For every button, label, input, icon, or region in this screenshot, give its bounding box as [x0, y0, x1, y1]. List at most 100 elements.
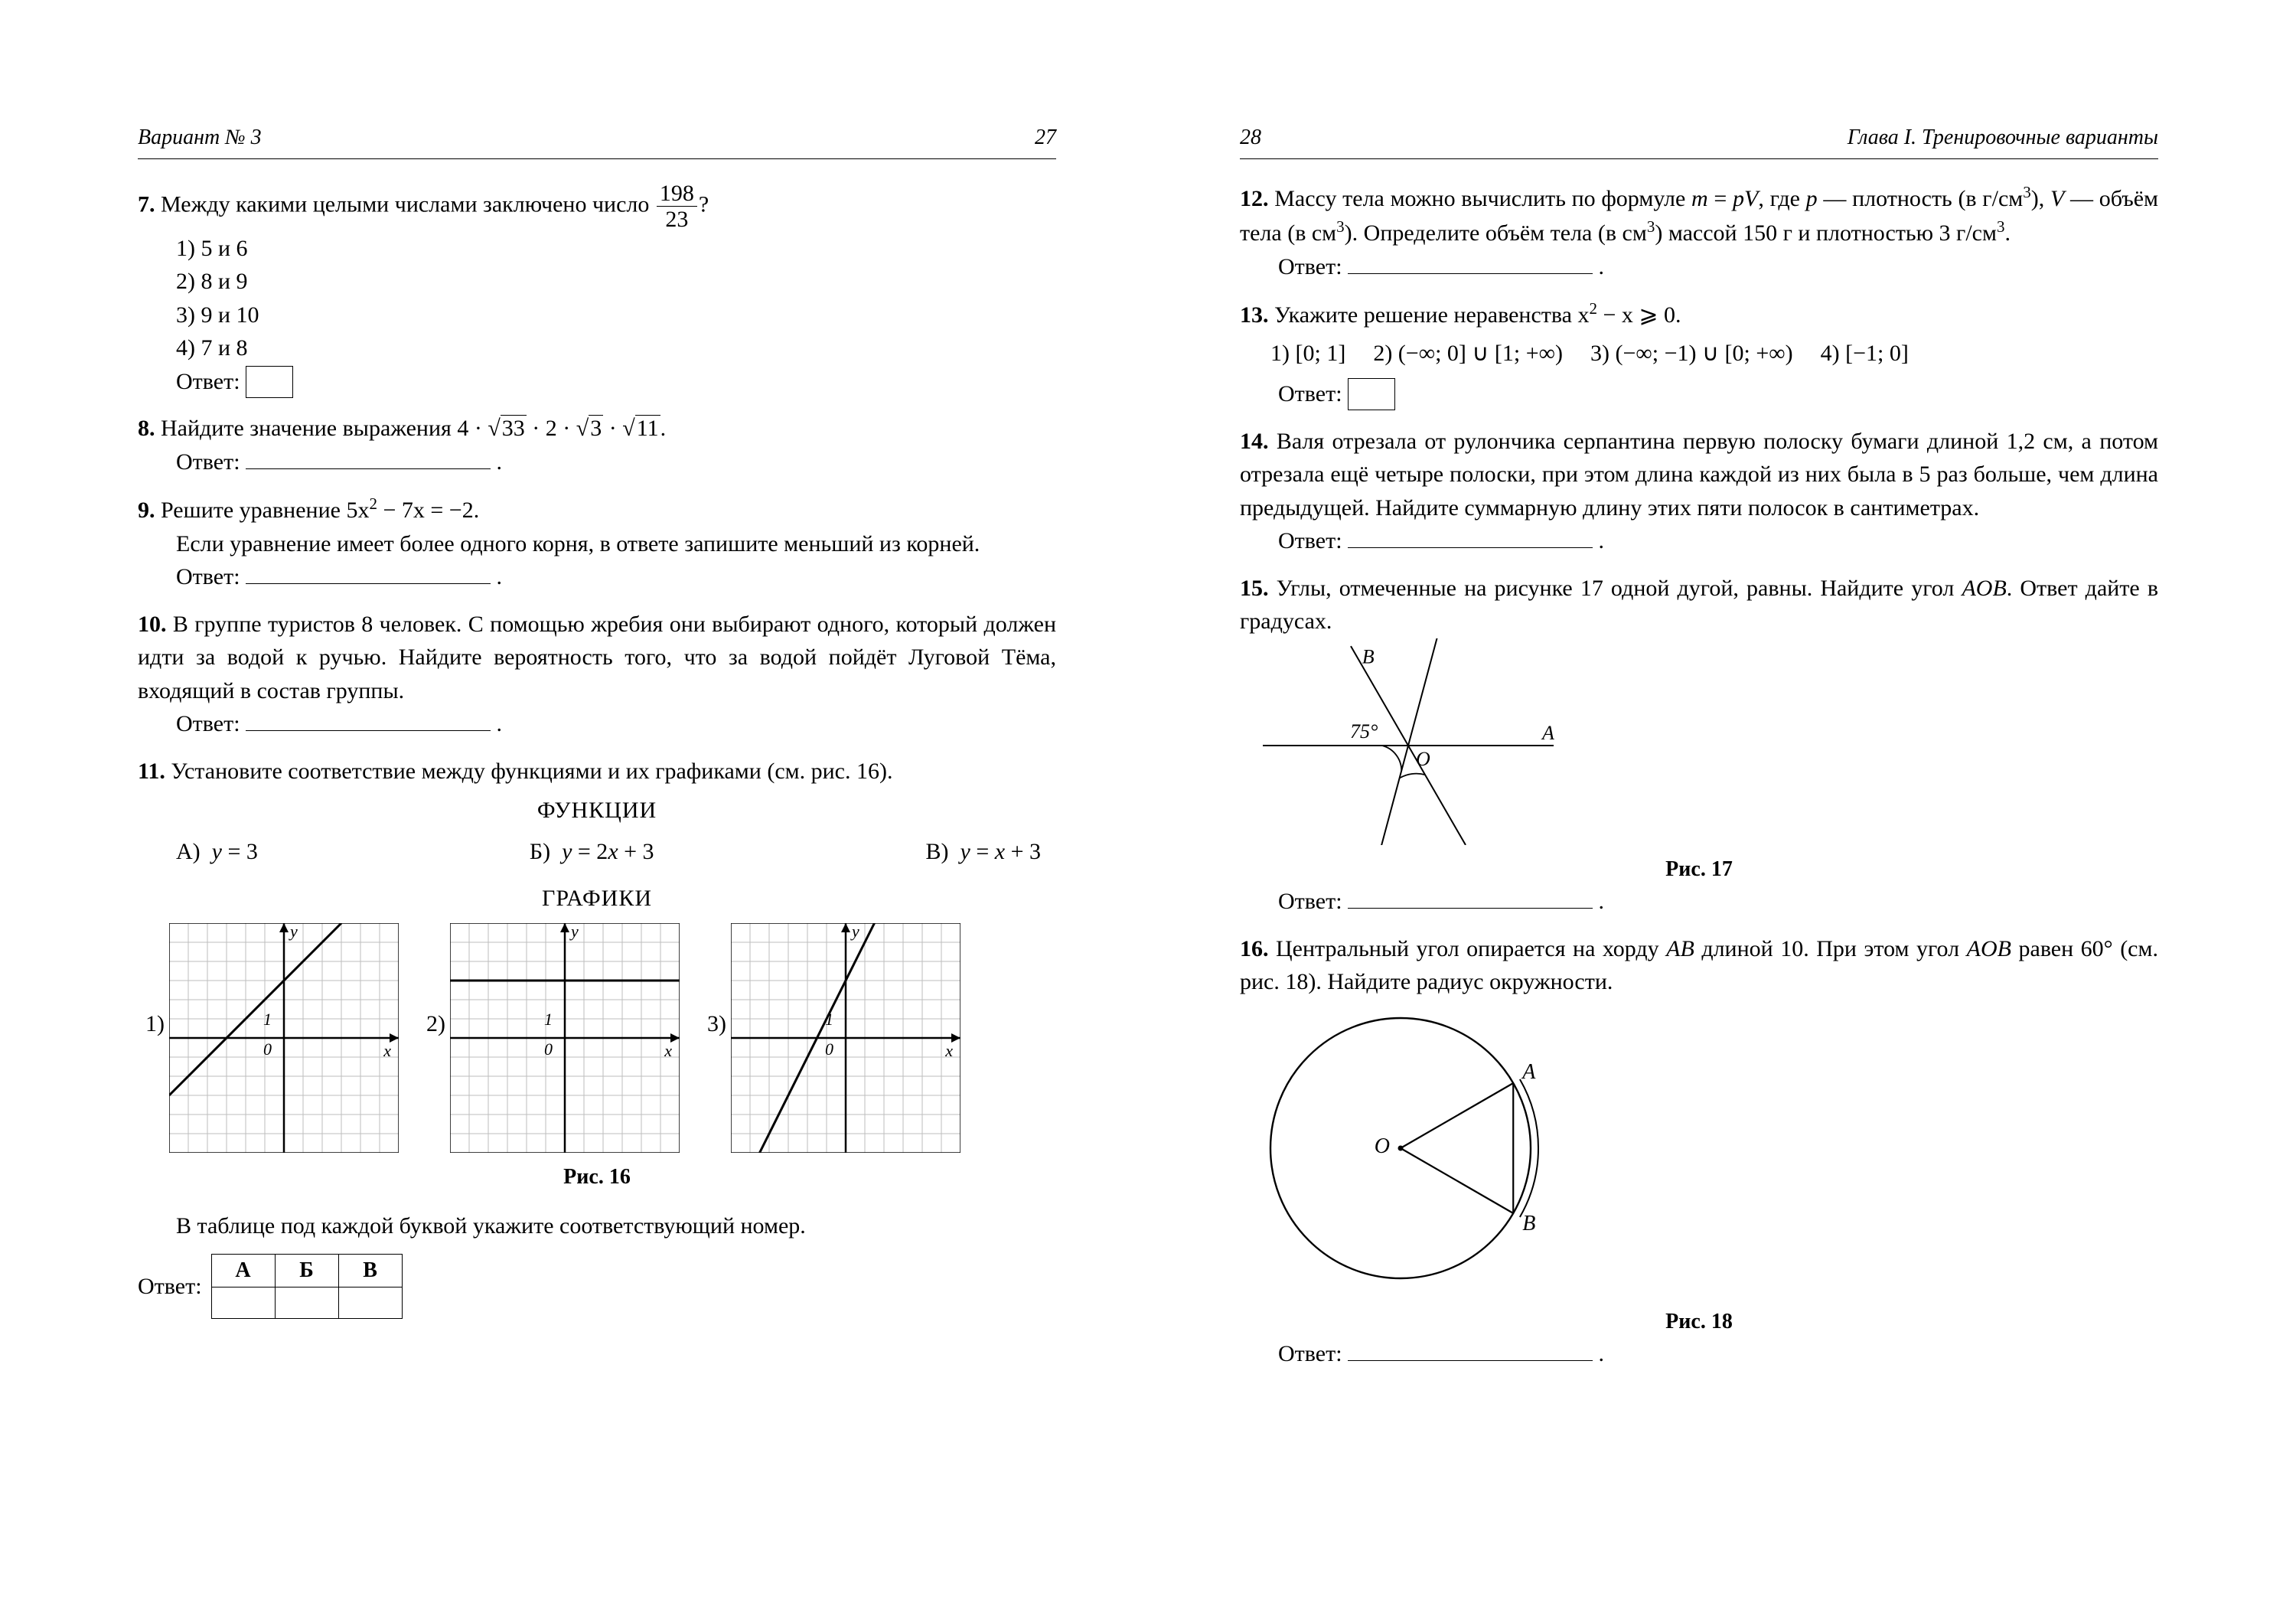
- svg-text:B: B: [1362, 645, 1375, 667]
- answer-line[interactable]: [1348, 1360, 1593, 1361]
- svg-text:0: 0: [825, 1039, 833, 1059]
- answer-label: Ответ:: [176, 711, 240, 736]
- svg-text:O: O: [1416, 748, 1430, 770]
- problem-text: Укажите решение неравенства x2 − x ⩾ 0.: [1274, 302, 1681, 328]
- match-table: А Б В: [211, 1254, 403, 1320]
- option: 3) 9 и 10: [176, 299, 1056, 332]
- problem-number: 7.: [138, 191, 155, 217]
- answer-label: Ответ:: [138, 1270, 202, 1304]
- problem-text: Найдите значение выражения 4 · 33 · 2 · …: [161, 416, 666, 441]
- problem-number: 12.: [1240, 186, 1269, 211]
- angle-diagram: OAB75°: [1240, 638, 1561, 845]
- right-page: 28 Глава I. Тренировочные варианты 12. М…: [1240, 122, 2158, 1545]
- answer-line[interactable]: [246, 468, 491, 469]
- answer-row: Ответ:: [1278, 377, 2158, 411]
- problem-number: 8.: [138, 416, 155, 441]
- problem-number: 13.: [1240, 302, 1269, 328]
- problem-text-tail: ?: [699, 191, 709, 217]
- svg-text:x: x: [944, 1041, 953, 1060]
- problem-15: 15. Углы, отмеченные на рисунке 17 одной…: [1240, 572, 2158, 919]
- answer-line[interactable]: [246, 583, 491, 584]
- svg-text:A: A: [1541, 722, 1554, 744]
- option: 2) (−∞; 0] ∪ [1; +∞): [1373, 337, 1563, 370]
- svg-text:A: A: [1521, 1060, 1536, 1084]
- answer-label: Ответ:: [1278, 381, 1342, 406]
- problem-text: Решите уравнение 5x2 − 7x = −2.: [161, 498, 479, 523]
- problem-13: 13. Укажите решение неравенства x2 − x ⩾…: [1240, 297, 2158, 411]
- cell-v[interactable]: [338, 1287, 402, 1319]
- answer-row: Ответ: .: [1278, 250, 2158, 284]
- answer-label: Ответ:: [1278, 889, 1342, 914]
- answer-box[interactable]: [1348, 378, 1395, 410]
- problem-10: 10. В группе туристов 8 человек. С помощ…: [138, 608, 1056, 741]
- problem-text: Между какими целыми числами заключено чи…: [161, 191, 655, 217]
- svg-text:y: y: [850, 923, 859, 941]
- answer-row: Ответ: .: [176, 560, 1056, 594]
- fraction-den: 23: [657, 207, 697, 232]
- option: 2) 8 и 9: [176, 265, 1056, 299]
- running-head-left: Вариант № 3 27: [138, 122, 1056, 159]
- answer-label: Ответ:: [176, 449, 240, 475]
- graph-2-wrap: 2) yx01: [426, 923, 680, 1153]
- graphs-row: 1) yx01 2) yx01 3) yx01: [138, 923, 1056, 1153]
- fig-18: OAB: [1240, 999, 2158, 1297]
- answer-row: Ответ: .: [176, 445, 1056, 479]
- svg-text:y: y: [289, 923, 298, 941]
- svg-text:O: O: [1375, 1134, 1390, 1158]
- problem-note: Если уравнение имеет более одного корня,…: [176, 527, 1056, 561]
- graph-1-wrap: 1) yx01: [145, 923, 399, 1153]
- page-spread: Вариант № 3 27 7. Между какими целыми чи…: [0, 0, 2296, 1622]
- functions-title: ФУНКЦИИ: [138, 794, 1056, 827]
- answer-label: Ответ:: [1278, 1341, 1342, 1366]
- header-variant: Вариант № 3: [138, 122, 262, 154]
- fraction-num: 198: [657, 181, 697, 207]
- answer-row: Ответ: .: [1278, 885, 2158, 919]
- svg-text:y: y: [569, 923, 579, 941]
- answer-row: Ответ:: [176, 365, 1056, 399]
- cell-a[interactable]: [211, 1287, 275, 1319]
- graph-3-wrap: 3) yx01: [707, 923, 960, 1153]
- problem-number: 14.: [1240, 429, 1269, 454]
- answer-line[interactable]: [1348, 273, 1593, 274]
- answer-row: Ответ: .: [1278, 1337, 2158, 1371]
- problem-12: 12. Массу тела можно вычислить по формул…: [1240, 181, 2158, 284]
- graph-label: 2): [426, 1007, 445, 1041]
- cell-b[interactable]: [275, 1287, 338, 1319]
- problem-text: Массу тела можно вычислить по формуле m …: [1240, 186, 2158, 246]
- fig-16-caption: Рис. 16: [138, 1162, 1056, 1193]
- option: 4) [−1; 0]: [1821, 337, 1909, 370]
- answer-line[interactable]: [246, 730, 491, 731]
- func-c: В) y = x + 3: [926, 835, 1042, 869]
- svg-text:x: x: [664, 1041, 672, 1060]
- header-page-number: 27: [1035, 122, 1056, 154]
- func-b: Б) y = 2x + 3: [530, 835, 654, 869]
- th-b: Б: [275, 1254, 338, 1287]
- fig-17-caption: Рис. 17: [1240, 854, 2158, 886]
- answer-table-row: Ответ: А Б В: [138, 1254, 1056, 1320]
- problem-number: 10.: [138, 612, 167, 637]
- func-a: А) y = 3: [176, 835, 258, 869]
- answer-label: Ответ:: [1278, 254, 1342, 279]
- answer-line[interactable]: [1348, 547, 1593, 548]
- th-a: А: [211, 1254, 275, 1287]
- table-instruction: В таблице под каждой буквой укажите соот…: [176, 1209, 1056, 1243]
- graph-label: 1): [145, 1007, 165, 1041]
- graph-label: 3): [707, 1007, 726, 1041]
- problem-text: В группе туристов 8 человек. С помощью ж…: [138, 612, 1056, 703]
- svg-text:1: 1: [263, 1010, 272, 1029]
- running-head-right: 28 Глава I. Тренировочные варианты: [1240, 122, 2158, 159]
- answer-box[interactable]: [246, 366, 293, 398]
- answer-label: Ответ:: [176, 369, 240, 394]
- problem-text: Валя отрезала от рулончика серпантина пе…: [1240, 429, 2158, 521]
- graph-1: yx01: [169, 923, 399, 1153]
- header-chapter: Глава I. Тренировочные варианты: [1848, 122, 2158, 154]
- answer-label: Ответ:: [176, 564, 240, 589]
- fraction: 198 23: [657, 181, 697, 232]
- fig-18-caption: Рис. 18: [1240, 1307, 2158, 1338]
- problem-14: 14. Валя отрезала от рулончика серпантин…: [1240, 425, 2158, 558]
- answer-line[interactable]: [1348, 908, 1593, 909]
- problem-9: 9. Решите уравнение 5x2 − 7x = −2. Если …: [138, 492, 1056, 594]
- functions-row: А) y = 3 Б) y = 2x + 3 В) y = x + 3: [138, 835, 1056, 869]
- option: 4) 7 и 8: [176, 331, 1056, 365]
- problem-text: Центральный угол опирается на хорду AB д…: [1240, 936, 2158, 995]
